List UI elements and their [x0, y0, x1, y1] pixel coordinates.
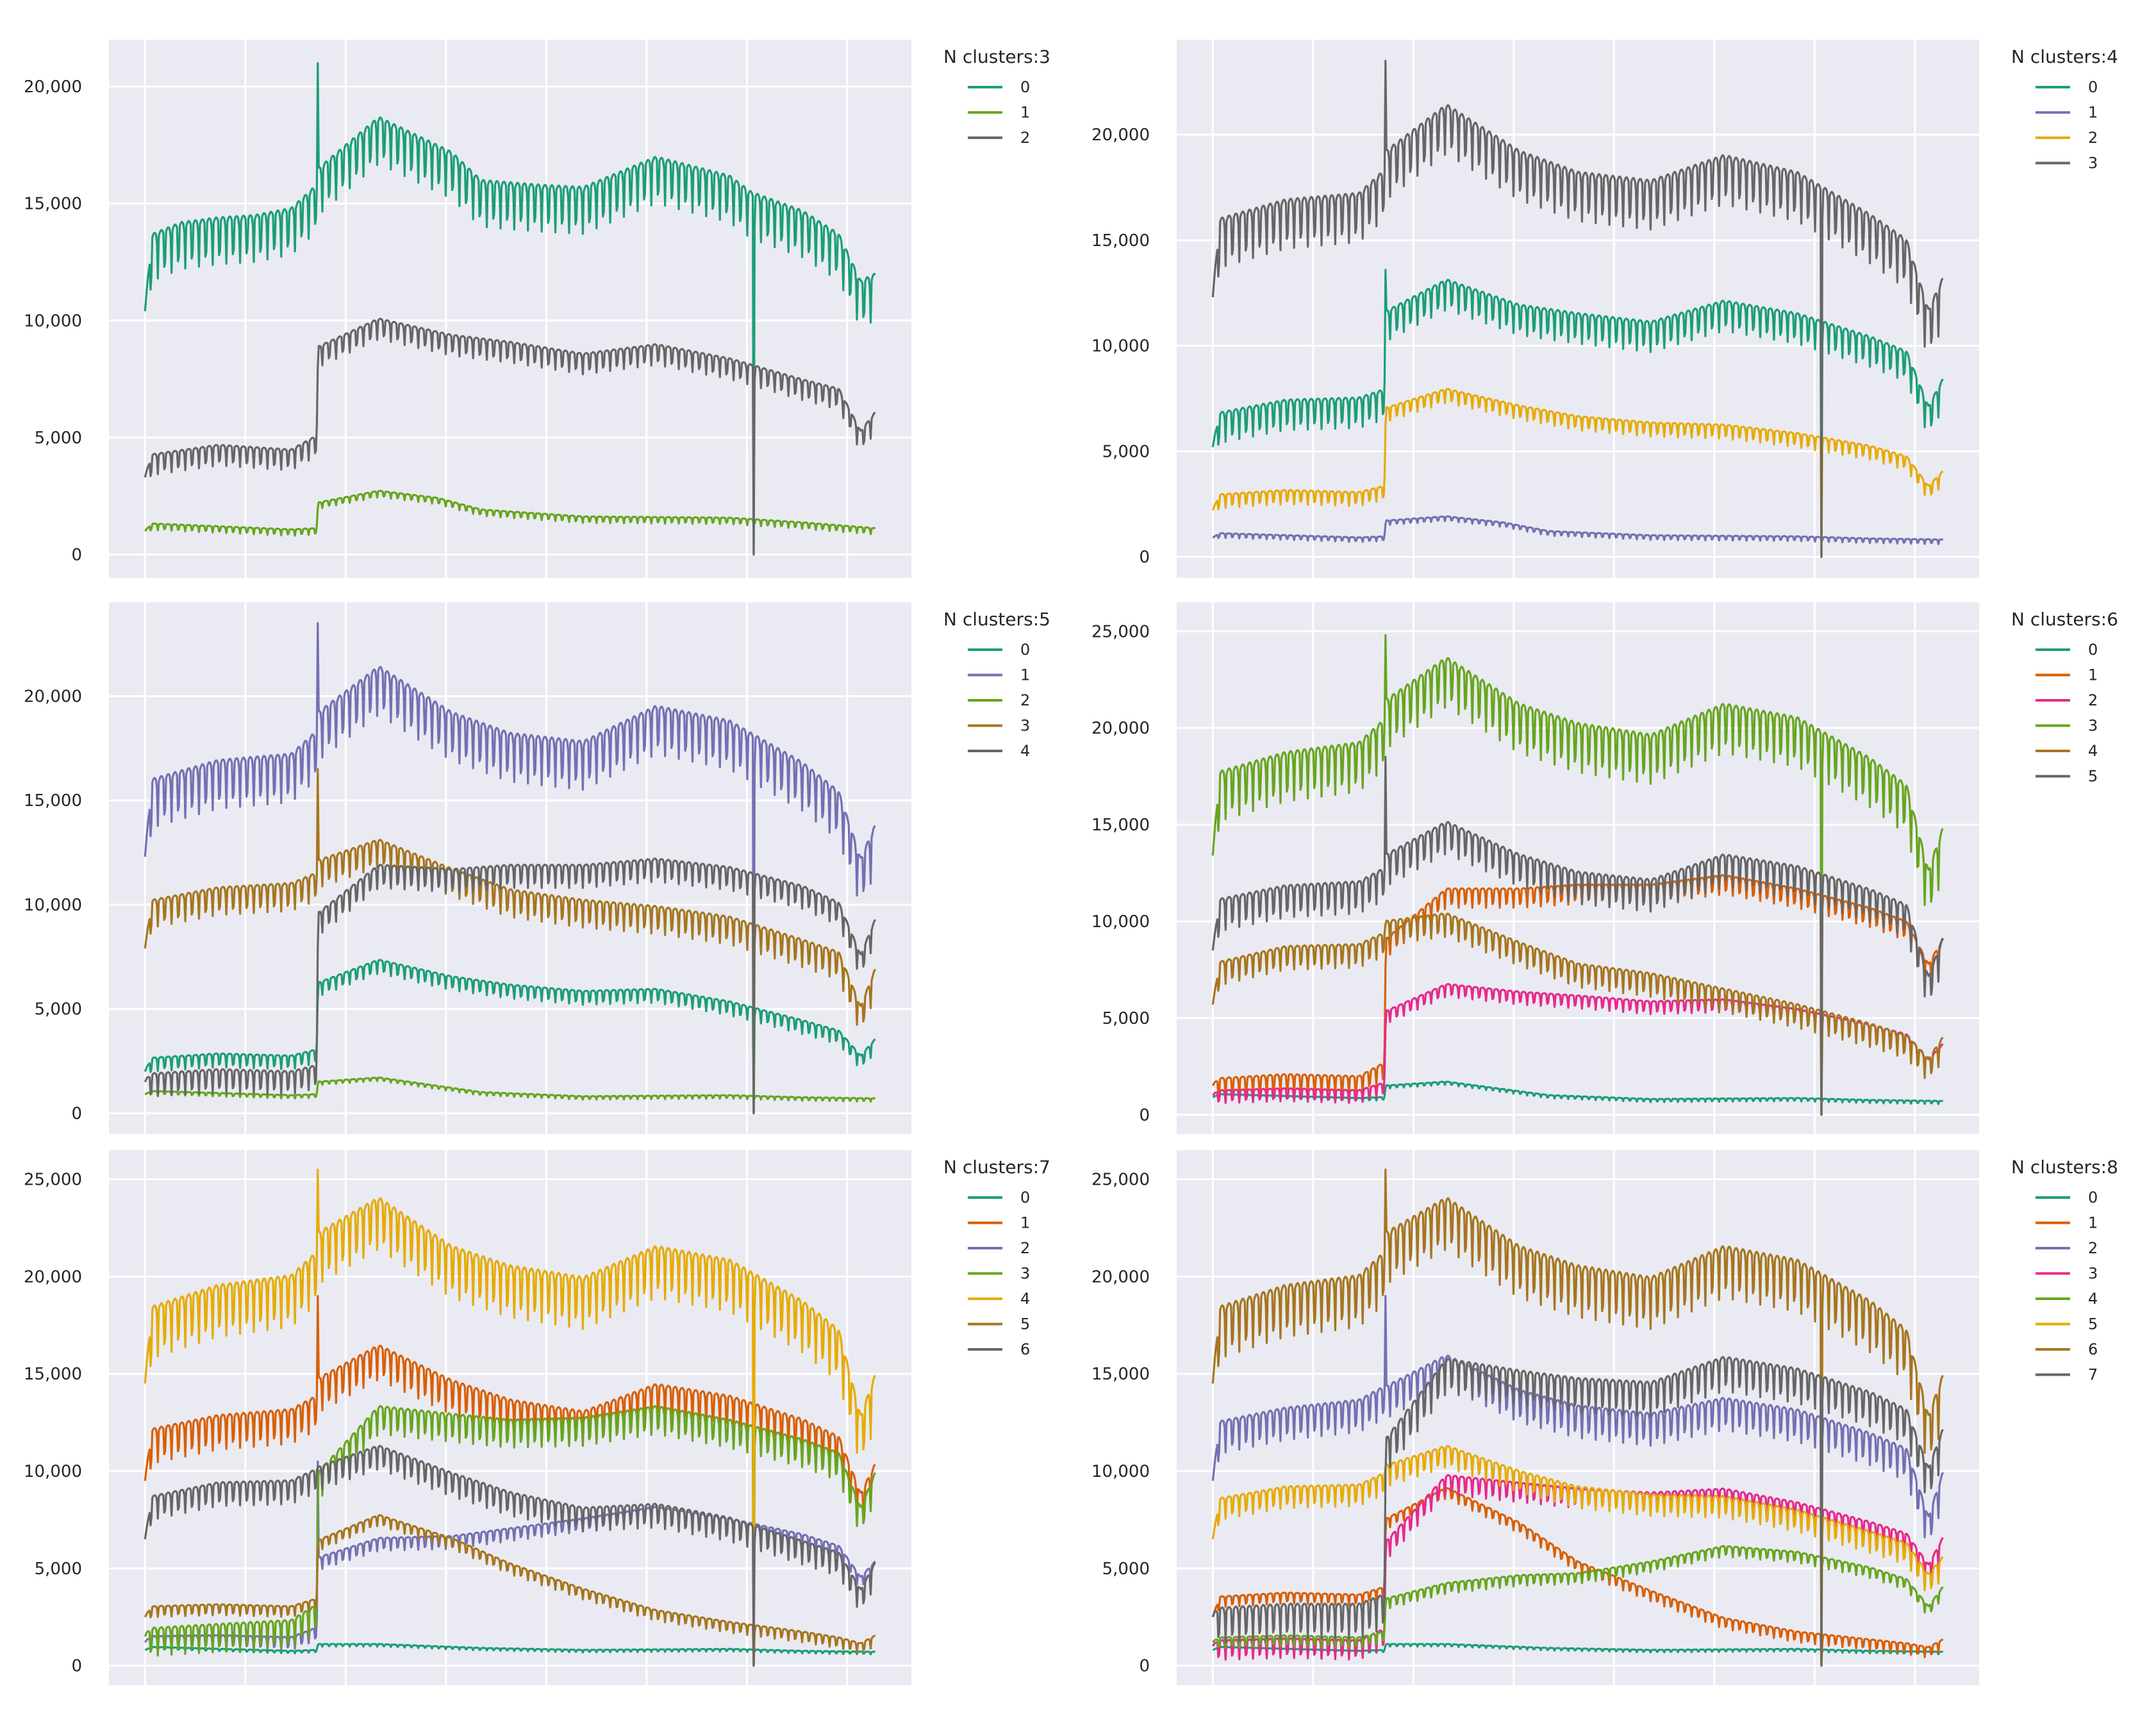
legend-label-2: 2	[2088, 1239, 2098, 1257]
y-tick-label: 15,000	[24, 791, 82, 811]
chart-panel-4: 0 5,000 10,000 15,000 20,000 25,000 N clusters…	[24, 1150, 1050, 1685]
y-tick-label: 5,000	[1102, 442, 1150, 461]
chart-panel-1: 0 5,000 10,000 15,000 20,000 N clusters:4 0 1 2 3	[1091, 40, 2118, 578]
legend-title: N clusters:7	[943, 1157, 1050, 1178]
y-tick-label: 0	[71, 1657, 82, 1676]
axes-background	[1177, 40, 1979, 578]
axes-background	[1177, 1150, 1979, 1685]
legend-label-0: 0	[2088, 1189, 2098, 1206]
series-line-4	[144, 857, 877, 1115]
chart-panel-0: 0 5,000 10,000 15,000 20,000 N clusters:3 0 1 2	[24, 40, 1050, 578]
legend-label-5: 5	[1020, 1315, 1030, 1333]
y-tick-label: 5,000	[1102, 1560, 1150, 1579]
y-tick-label: 15,000	[1091, 231, 1150, 251]
y-tick-label: 20,000	[1091, 126, 1150, 145]
legend-label-2: 2	[2088, 129, 2098, 147]
y-tick-label: 20,000	[24, 78, 82, 97]
legend-label-3: 3	[1020, 1265, 1030, 1283]
axes-background	[109, 1150, 911, 1685]
legend-label-5: 5	[2088, 768, 2098, 786]
y-tick-label: 0	[1139, 1106, 1150, 1125]
legend-label-0: 0	[1020, 1189, 1030, 1206]
legend-label-3: 3	[2088, 1265, 2098, 1283]
chart-panel-3: 0 5,000 10,000 15,000 20,000 25,000 N clusters…	[1091, 602, 2118, 1134]
y-tick-label: 25,000	[24, 1171, 82, 1190]
legend-label-3: 3	[2088, 154, 2098, 172]
y-tick-label: 20,000	[24, 687, 82, 706]
y-tick-label: 10,000	[24, 311, 82, 331]
legend-label-7: 7	[2088, 1366, 2098, 1384]
legend-label-1: 1	[1020, 666, 1030, 684]
legend-label-1: 1	[2088, 1214, 2098, 1232]
axes-background	[109, 40, 911, 578]
legend-label-0: 0	[1020, 78, 1030, 96]
legend-label-2: 2	[1020, 129, 1030, 147]
legend-label-3: 3	[2088, 717, 2098, 735]
legend-title: N clusters:6	[2011, 609, 2118, 630]
legend-label-4: 4	[1020, 1290, 1030, 1308]
series-line-7	[1211, 1356, 1945, 1667]
series-line-6	[144, 1445, 876, 1667]
y-tick-label: 5,000	[1102, 1009, 1150, 1028]
legend-label-2: 2	[1020, 691, 1030, 709]
legend-label-6: 6	[2088, 1340, 2098, 1358]
legend-label-0: 0	[2088, 78, 2098, 96]
y-tick-label: 0	[71, 1104, 82, 1123]
y-tick-label: 5,000	[35, 429, 82, 448]
y-tick-label: 10,000	[24, 896, 82, 915]
legend-label-1: 1	[1020, 1214, 1030, 1232]
axes-background	[1177, 602, 1979, 1134]
legend-label-5: 5	[2088, 1315, 2098, 1333]
y-tick-label: 15,000	[1091, 1365, 1150, 1384]
y-tick-label: 0	[71, 545, 82, 564]
legend-label-2: 2	[2088, 691, 2098, 709]
y-tick-label: 20,000	[24, 1267, 82, 1287]
legend-label-1: 1	[2088, 104, 2098, 122]
legend-label-3: 3	[1020, 717, 1030, 735]
series-line-5	[1211, 755, 1945, 1116]
y-tick-label: 10,000	[24, 1462, 82, 1481]
y-tick-label: 15,000	[24, 1365, 82, 1384]
legend-title: N clusters:5	[943, 609, 1050, 630]
y-tick-label: 20,000	[1091, 1267, 1150, 1287]
y-tick-label: 5,000	[35, 1560, 82, 1579]
legend-label-4: 4	[1020, 742, 1030, 760]
y-tick-label: 10,000	[1091, 337, 1150, 356]
legend-label-4: 4	[2088, 1290, 2098, 1308]
legend-label-1: 1	[1020, 104, 1030, 122]
legend-title: N clusters:3	[943, 46, 1050, 67]
y-tick-label: 15,000	[24, 195, 82, 214]
axes-background	[109, 602, 911, 1134]
y-tick-label: 10,000	[1091, 1462, 1150, 1481]
y-tick-label: 0	[1139, 548, 1150, 567]
chart-panel-5: 0 5,000 10,000 15,000 20,000 25,000 N clusters…	[1091, 1150, 2118, 1685]
legend-label-1: 1	[2088, 666, 2098, 684]
legend-label-0: 0	[1020, 641, 1030, 659]
y-tick-label: 20,000	[1091, 719, 1150, 738]
y-tick-label: 10,000	[1091, 912, 1150, 932]
legend-label-0: 0	[2088, 641, 2098, 659]
y-tick-label: 25,000	[1091, 622, 1150, 641]
series-line-3	[1211, 60, 1944, 558]
legend-label-4: 4	[2088, 742, 2098, 760]
legend-label-6: 6	[1020, 1340, 1030, 1358]
chart-panel-2: 0 5,000 10,000 15,000 20,000 N clusters:5 0 1 2 3…	[24, 602, 1050, 1134]
legend-label-2: 2	[1020, 1239, 1030, 1257]
legend-title: N clusters:4	[2011, 46, 2118, 67]
series-line-2	[144, 317, 876, 556]
y-tick-label: 5,000	[35, 1000, 82, 1019]
y-tick-label: 0	[1139, 1657, 1150, 1676]
legend-title: N clusters:8	[2011, 1157, 2118, 1178]
y-tick-label: 25,000	[1091, 1171, 1150, 1190]
y-tick-label: 15,000	[1091, 816, 1150, 835]
